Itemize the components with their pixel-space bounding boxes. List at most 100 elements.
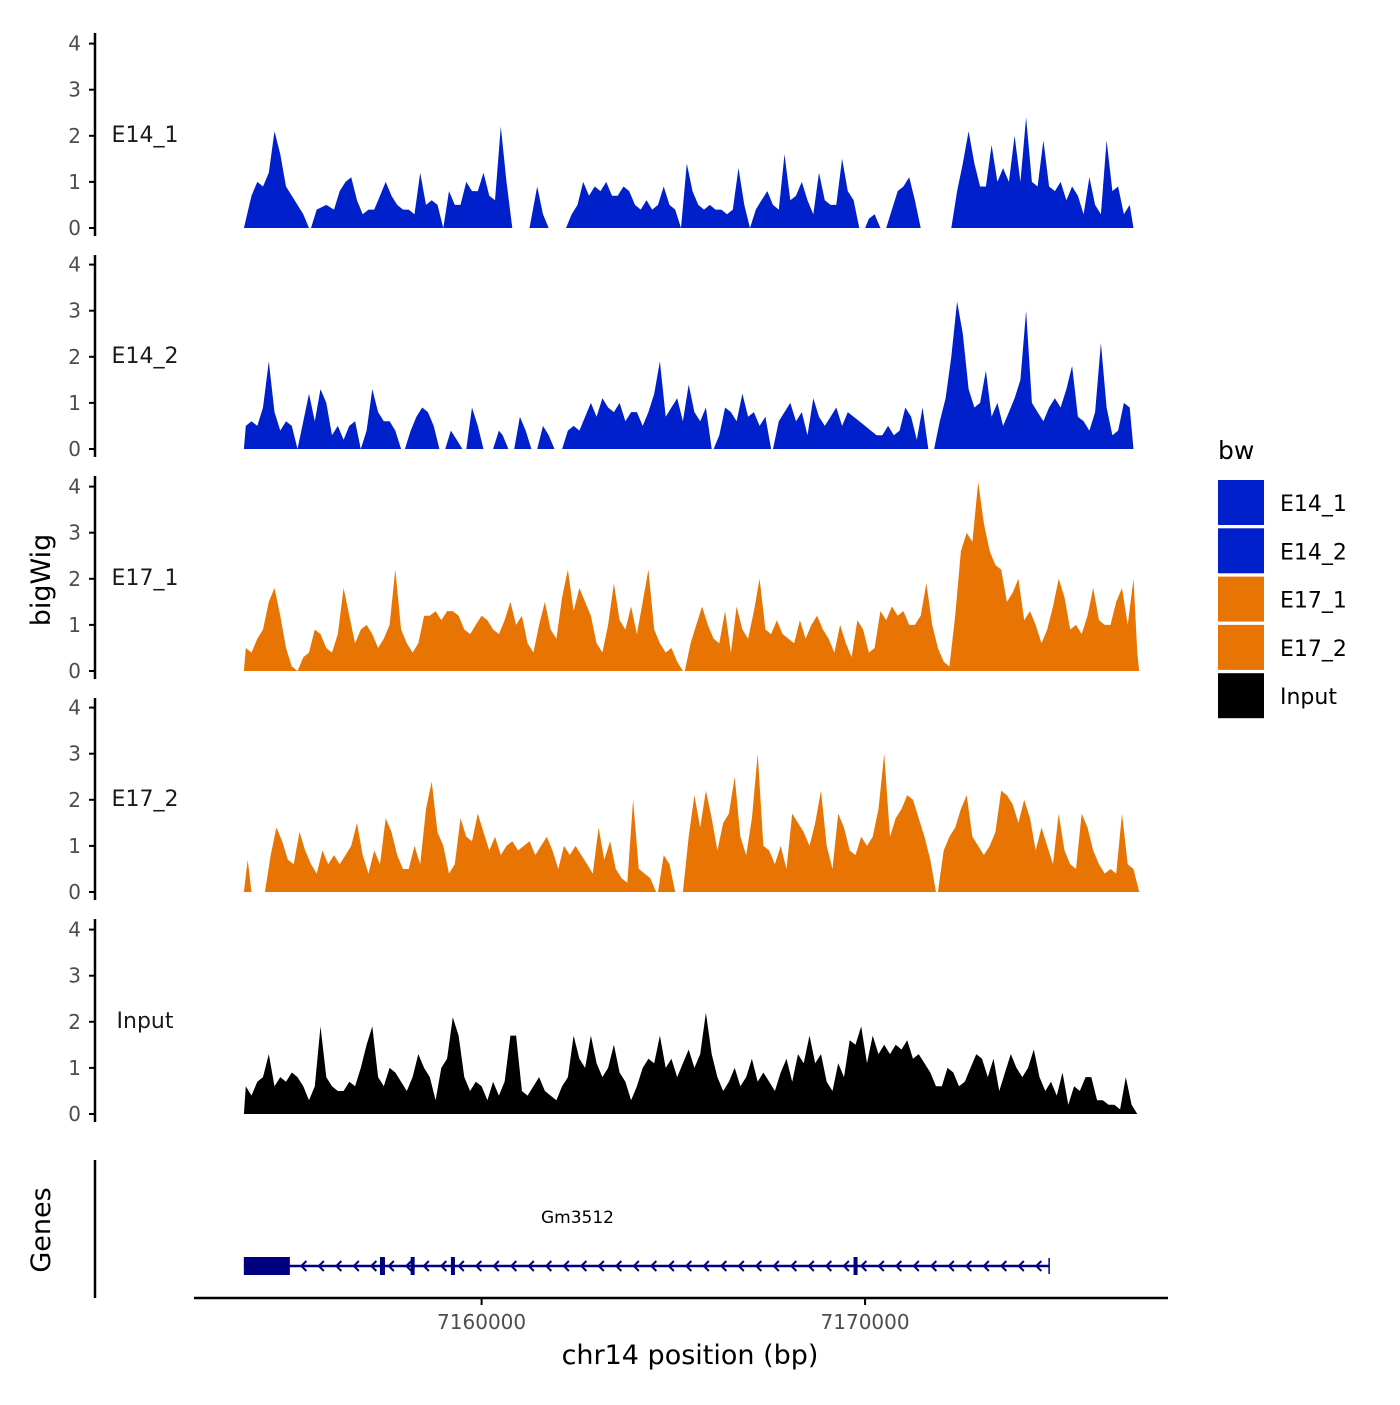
strand-arrow <box>964 1260 973 1272</box>
y-axis-title: bigWig <box>26 534 57 627</box>
strand-arrow <box>807 1260 815 1272</box>
gene-exon <box>410 1257 415 1275</box>
legend-label: E14_1 <box>1280 492 1347 517</box>
y-tick-label: 2 <box>68 1010 81 1034</box>
strand-arrow <box>667 1260 675 1272</box>
legend-key-E14_1 <box>1218 480 1264 525</box>
strand-arrow <box>824 1260 833 1272</box>
track-label: E17_1 <box>112 566 179 591</box>
y-tick-label: 2 <box>68 788 81 812</box>
y-tick-label: 0 <box>68 1102 81 1126</box>
strand-arrow <box>544 1260 553 1272</box>
strand-arrow <box>404 1260 413 1272</box>
track-E14_1: 0 1 2 3 4 E14_1 <box>68 32 1134 240</box>
track-E17_2: 0 1 2 3 4 E17_2 <box>68 696 1140 904</box>
legend-key-Input <box>1218 673 1264 719</box>
genes-track: Gm3512 <box>93 1160 1050 1298</box>
gene-exon <box>450 1257 455 1275</box>
strand-arrow <box>754 1260 763 1272</box>
legend-label: E14_2 <box>1280 540 1347 565</box>
signal-area-E17_1 <box>243 482 1140 671</box>
y-tick-label: 1 <box>68 834 81 858</box>
strand-arrow <box>947 1260 955 1272</box>
legend-key-E14_2 <box>1218 528 1264 574</box>
y-tick-label: 0 <box>68 216 81 240</box>
y-tick-label: 4 <box>68 475 81 499</box>
y-tick-label: 2 <box>68 567 81 591</box>
x-axis-title: chr14 position (bp) <box>562 1340 819 1371</box>
strand-arrow <box>579 1260 588 1272</box>
y-tick-label: 3 <box>68 78 81 102</box>
genes-axis-title: Genes <box>26 1187 57 1272</box>
track-label: E17_2 <box>112 787 179 812</box>
strand-arrow <box>352 1260 360 1272</box>
strand-arrow <box>859 1260 868 1272</box>
y-tick-label: 0 <box>68 659 81 683</box>
strand-arrow <box>457 1260 465 1272</box>
strand-arrow <box>1034 1260 1043 1272</box>
y-tick-label: 3 <box>68 299 81 323</box>
strand-arrow <box>982 1260 990 1272</box>
y-tick-label: 4 <box>68 32 81 56</box>
y-tick-label: 4 <box>68 918 81 942</box>
strand-arrow <box>474 1260 483 1272</box>
y-tick-label: 1 <box>68 391 81 415</box>
gene-exon <box>379 1257 385 1275</box>
strand-arrow <box>562 1260 570 1272</box>
track-label: E14_1 <box>112 123 179 148</box>
x-tick-label: 7170000 <box>821 1310 910 1334</box>
legend-label: E17_2 <box>1280 637 1347 662</box>
strand-arrow <box>737 1260 745 1272</box>
legend-title: bw <box>1218 436 1254 465</box>
strand-arrow <box>999 1260 1008 1272</box>
strand-arrow <box>789 1260 798 1272</box>
legend: bw E14_1 E14_2 E17_1 E17_2 Input <box>1218 436 1347 719</box>
y-tick-label: 0 <box>68 880 81 904</box>
signal-area-E14_1 <box>243 117 1134 228</box>
strand-arrow <box>492 1260 500 1272</box>
strand-arrow <box>422 1260 430 1272</box>
strand-arrow <box>317 1260 325 1272</box>
gene-exon <box>853 1257 858 1275</box>
signal-tracks: 0 1 2 3 4 E14_1 0 1 2 3 4 E14_2 0 1 2 3 4 E17_1 0 1 2 3 4 E17_2… <box>68 32 1140 1126</box>
strand-arrow <box>1017 1260 1025 1272</box>
strand-arrow <box>912 1260 920 1272</box>
strand-arrow <box>877 1260 885 1272</box>
strand-arrow <box>614 1260 623 1272</box>
y-tick-label: 1 <box>68 1056 81 1080</box>
strand-arrow <box>929 1260 938 1272</box>
y-tick-label: 1 <box>68 170 81 194</box>
y-tick-label: 2 <box>68 345 81 369</box>
signal-area-E17_2 <box>243 753 1140 892</box>
legend-key-E17_2 <box>1218 624 1264 670</box>
legend-label: Input <box>1280 685 1337 710</box>
gene-exon <box>243 1257 290 1275</box>
y-tick-label: 4 <box>68 696 81 720</box>
strand-arrow <box>334 1260 343 1272</box>
signal-area-E14_2 <box>243 301 1134 449</box>
signal-area-Input <box>243 1012 1138 1114</box>
strand-arrow <box>702 1260 710 1272</box>
y-tick-label: 2 <box>68 124 81 148</box>
strand-arrow <box>387 1260 395 1272</box>
strand-arrow <box>632 1260 640 1272</box>
strand-arrow <box>509 1260 518 1272</box>
y-tick-label: 4 <box>68 253 81 277</box>
x-tick-label: 7160000 <box>437 1310 526 1334</box>
strand-arrow <box>719 1260 728 1272</box>
legend-label: E17_1 <box>1280 589 1347 614</box>
gene-name-label: Gm3512 <box>541 1208 614 1228</box>
strand-arrow <box>299 1260 308 1272</box>
strand-arrow <box>894 1260 903 1272</box>
y-tick-label: 1 <box>68 613 81 637</box>
track-E14_2: 0 1 2 3 4 E14_2 <box>68 253 1134 461</box>
track-Input: 0 1 2 3 4 Input <box>68 918 1138 1126</box>
x-axis: 7160000 7170000 <box>194 1296 1168 1334</box>
strand-arrow <box>772 1260 780 1272</box>
y-tick-label: 3 <box>68 521 81 545</box>
strand-arrow <box>597 1260 605 1272</box>
strand-arrow <box>369 1260 378 1272</box>
strand-arrow <box>842 1260 850 1272</box>
